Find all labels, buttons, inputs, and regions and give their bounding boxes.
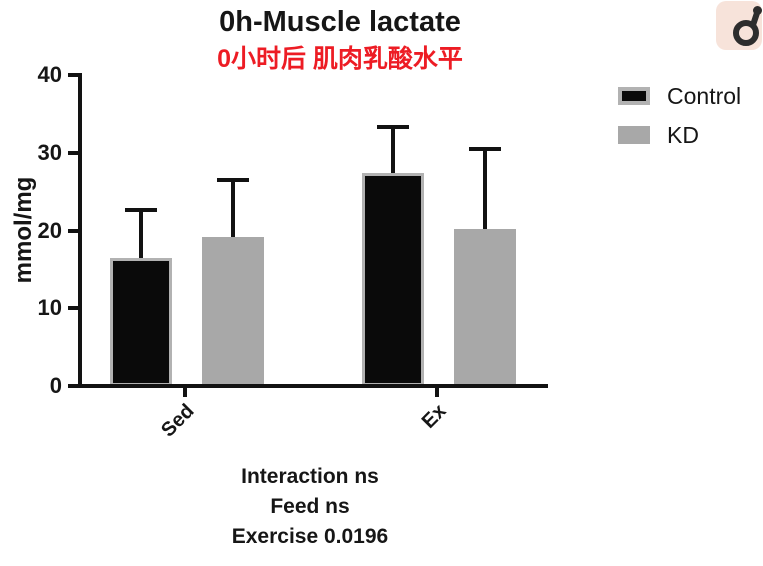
watermark-badge [716,1,762,50]
male-symbol-icon [733,6,762,46]
stats-annotations: Interaction ns Feed ns Exercise 0.0196 [80,462,540,552]
y-tick-label: 20 [37,217,62,243]
bar-kd-ex [454,228,516,386]
y-tick-label: 40 [37,62,62,87]
error-bar-line [483,148,487,235]
legend-swatch-control [618,87,650,105]
legend: Control KD [618,83,742,148]
error-bar-line [139,209,143,264]
chart-subtitle: 0小时后 肌肉乳酸水平 [217,45,463,73]
error-bar-cap [469,146,501,151]
y-tick-mark [68,384,78,388]
x-tick-mark [435,386,439,397]
legend-row: Control [618,83,742,109]
stats-line: Interaction ns [241,465,379,488]
legend-row: KD [618,122,741,148]
y-tick-label: 0 [49,373,62,398]
y-tick-mark [68,306,78,311]
legend-label: KD [667,122,699,148]
error-bar-line [231,179,235,243]
bar-kd-sed [202,236,264,386]
stats-line: Exercise 0.0196 [231,525,389,548]
x-tick-mark [183,386,187,397]
y-tick-mark [68,228,78,233]
y-tick-mark [68,73,78,77]
stats-line: Feed ns [270,495,350,518]
x-axis-line [78,384,548,388]
error-bar-cap [125,207,157,212]
y-tick-label: 30 [37,139,62,165]
error-bar-line [391,127,395,179]
chart-title: 0h-Muscle lactate [219,6,461,38]
error-bar-cap [217,177,249,182]
y-tick-label: 10 [37,295,62,321]
bar-control-sed [110,257,172,386]
y-tick-mark [68,150,78,155]
error-bar-cap [377,125,409,130]
y-axis-line [78,73,82,388]
legend-swatch-kd [618,126,650,144]
bar-control-ex [362,172,424,386]
legend-label: Control [667,83,742,109]
